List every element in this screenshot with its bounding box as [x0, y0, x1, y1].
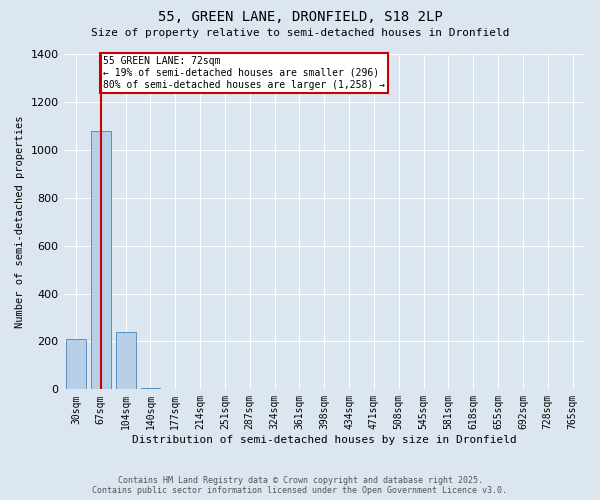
Y-axis label: Number of semi-detached properties: Number of semi-detached properties [15, 116, 25, 328]
Bar [91, 130, 111, 390]
X-axis label: Distribution of semi-detached houses by size in Dronfield: Distribution of semi-detached houses by … [132, 435, 517, 445]
Bar [140, 388, 160, 390]
Text: 55 GREEN LANE: 72sqm
← 19% of semi-detached houses are smaller (296)
80% of semi: 55 GREEN LANE: 72sqm ← 19% of semi-detac… [103, 56, 385, 90]
Bar [116, 332, 136, 390]
Text: Contains HM Land Registry data © Crown copyright and database right 2025.
Contai: Contains HM Land Registry data © Crown c… [92, 476, 508, 495]
Text: Size of property relative to semi-detached houses in Dronfield: Size of property relative to semi-detach… [91, 28, 509, 38]
Bar [66, 339, 86, 390]
Text: 55, GREEN LANE, DRONFIELD, S18 2LP: 55, GREEN LANE, DRONFIELD, S18 2LP [158, 10, 442, 24]
